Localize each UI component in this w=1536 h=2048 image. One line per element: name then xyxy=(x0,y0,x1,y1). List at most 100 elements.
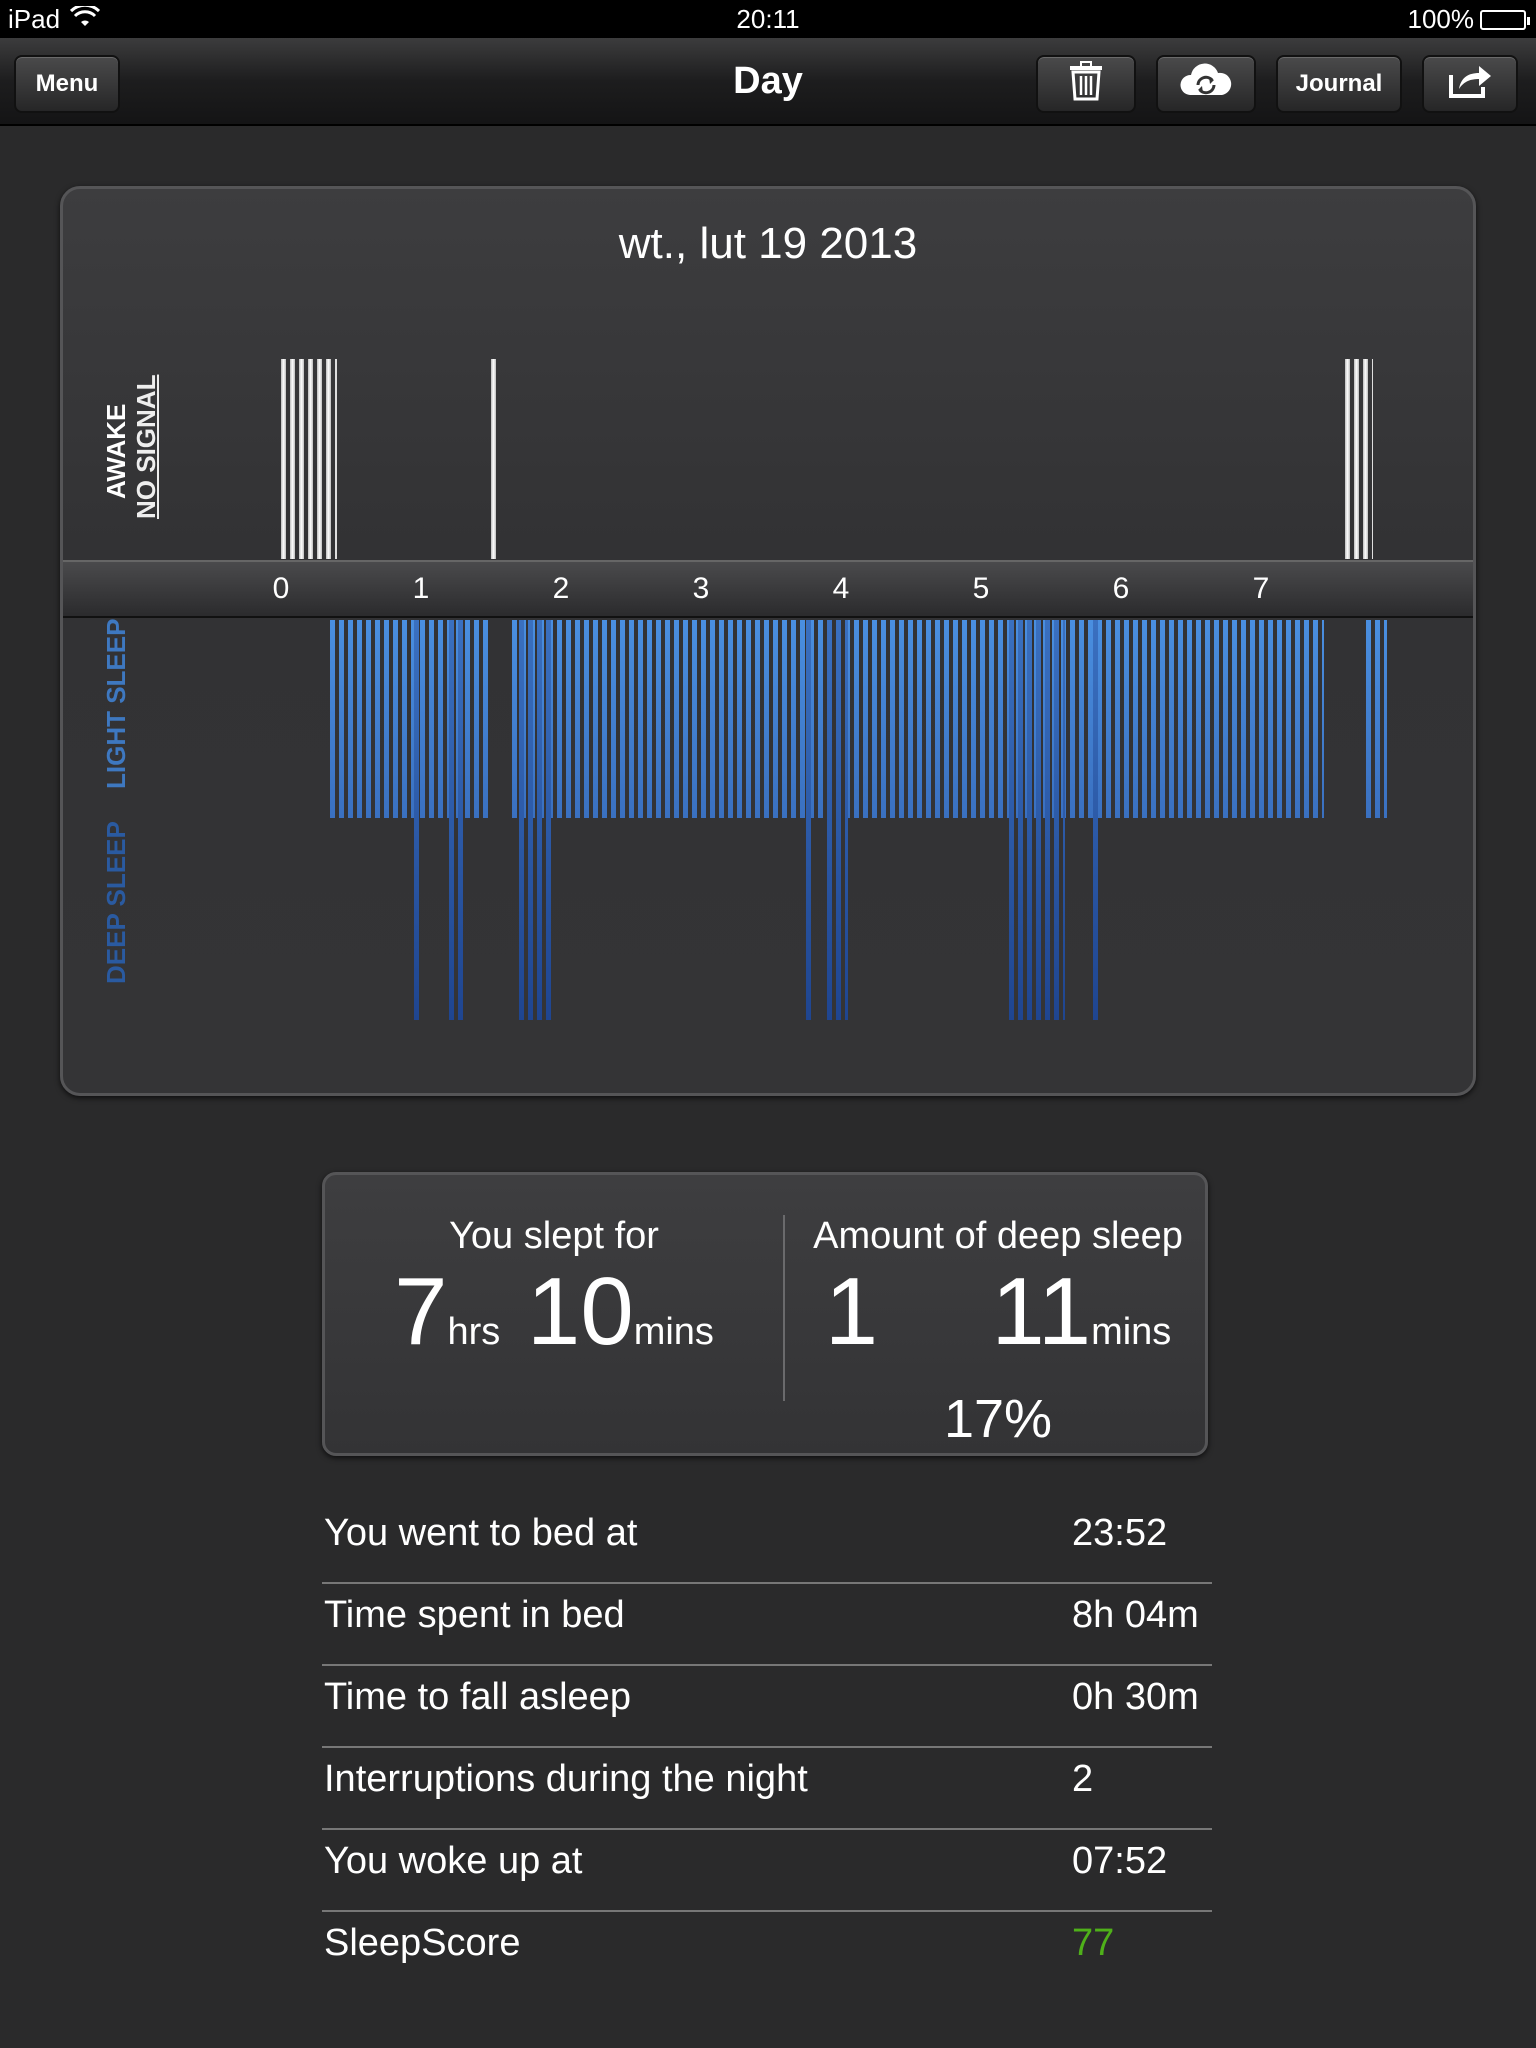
light-sleep-bar xyxy=(465,620,470,818)
tick-label: 3 xyxy=(692,572,710,605)
stat-value: 2 xyxy=(1072,1758,1094,1800)
list-item: Interruptions during the night 2 xyxy=(322,1748,1212,1830)
light-sleep-bar xyxy=(1124,620,1129,818)
light-sleep-bar xyxy=(375,620,380,818)
light-sleep-bar xyxy=(348,620,353,818)
list-item: Time spent in bed 8h 04m xyxy=(322,1584,1212,1666)
light-sleep-bar xyxy=(944,620,949,818)
share-button[interactable] xyxy=(1422,55,1518,113)
light-sleep-bar xyxy=(557,620,562,818)
light-sleep-bar xyxy=(593,620,598,818)
awake-bar xyxy=(1372,359,1373,559)
hrs-unit: hrs xyxy=(447,1311,501,1353)
light-sleep-bar xyxy=(1097,620,1102,818)
light-sleep-bar xyxy=(512,620,517,818)
menu-button[interactable]: Menu xyxy=(14,55,120,113)
mins-unit: mins xyxy=(633,1311,714,1353)
deep-sleep-bar xyxy=(528,620,533,1020)
share-icon xyxy=(1447,63,1493,106)
light-sleep-bar xyxy=(692,620,697,818)
light-sleep-bar xyxy=(575,620,580,818)
light-sleep-bar xyxy=(818,620,823,818)
deep-sleep-bar xyxy=(546,620,551,1020)
awake-bar xyxy=(308,359,313,559)
awake-bar xyxy=(299,359,304,559)
light-sleep-bar xyxy=(773,620,778,818)
light-sleep-bar xyxy=(1375,620,1380,818)
light-sleep-bar xyxy=(584,620,589,818)
time-axis: 0 1 2 3 4 5 6 7 xyxy=(63,560,1473,618)
light-sleep-bar xyxy=(962,620,967,818)
deep-sleep-bar xyxy=(1063,620,1065,1020)
light-sleep-bar xyxy=(1286,620,1291,818)
light-sleep-bar xyxy=(393,620,398,818)
tick-label: 7 xyxy=(1252,572,1270,605)
light-sleep-bar xyxy=(1304,620,1309,818)
light-sleep-bar xyxy=(1223,620,1228,818)
light-sleep-bar xyxy=(1169,620,1174,818)
stat-value: 0h 30m xyxy=(1072,1676,1199,1718)
deep-sleep-bar xyxy=(1036,620,1041,1020)
sync-button[interactable] xyxy=(1156,55,1256,113)
deep-sleep-bar xyxy=(449,620,454,1020)
light-sleep-bar xyxy=(1079,620,1084,818)
stat-label: You went to bed at xyxy=(324,1512,638,1554)
light-sleep-bar xyxy=(438,620,443,818)
list-item: You went to bed at 23:52 xyxy=(322,1502,1212,1584)
sleep-bars xyxy=(63,189,1473,1093)
light-sleep-bar xyxy=(1178,620,1183,818)
deep-sleep-bar xyxy=(1018,620,1023,1020)
light-sleep-bar xyxy=(611,620,616,818)
awake-bar xyxy=(1345,359,1350,559)
awake-bar xyxy=(1363,359,1368,559)
deep-title: Amount of deep sleep xyxy=(813,1215,1183,1257)
light-sleep-bar xyxy=(1196,620,1201,818)
journal-button[interactable]: Journal xyxy=(1276,55,1402,113)
awake-bar xyxy=(1354,359,1359,559)
battery-icon xyxy=(1480,9,1530,30)
deep-sleep-bar xyxy=(1009,620,1014,1020)
tick-label: 4 xyxy=(832,572,850,605)
deep-sleep-bar xyxy=(458,620,463,1020)
awake-bar xyxy=(326,359,331,559)
light-sleep-bar xyxy=(1070,620,1075,818)
light-sleep-bar xyxy=(1214,620,1219,818)
sleep-stats-list: You went to bed at 23:52 Time spent in b… xyxy=(322,1502,1212,1994)
light-sleep-bar xyxy=(1133,620,1138,818)
light-sleep-bar xyxy=(483,620,488,818)
deep-percent: 17% xyxy=(943,1389,1053,1449)
deep-sleep-bar xyxy=(1027,620,1032,1020)
light-sleep-bar xyxy=(764,620,769,818)
list-item: SleepScore 77 xyxy=(322,1912,1212,1994)
stat-value: 8h 04m xyxy=(1072,1594,1199,1636)
deep-sleep-bar xyxy=(1045,620,1050,1020)
light-sleep-bar xyxy=(980,620,985,818)
light-sleep-bar xyxy=(1187,620,1192,818)
light-sleep-bar xyxy=(602,620,607,818)
light-sleep-bar xyxy=(339,620,344,818)
light-sleep-bar xyxy=(1142,620,1147,818)
tick-label: 2 xyxy=(552,572,570,605)
light-sleep-bar xyxy=(1268,620,1273,818)
light-sleep-bar xyxy=(998,620,1003,818)
deep-sleep-bar xyxy=(806,620,811,1020)
trash-icon xyxy=(1068,60,1104,108)
light-sleep-bar xyxy=(1088,620,1093,818)
tick-label: 0 xyxy=(272,572,290,605)
light-sleep-bar xyxy=(474,620,479,818)
delete-button[interactable] xyxy=(1036,55,1136,113)
light-sleep-bar xyxy=(629,620,634,818)
light-sleep-bar xyxy=(1115,620,1120,818)
light-sleep-bar xyxy=(420,620,425,818)
graph-date: wt., lut 19 2013 xyxy=(618,219,918,268)
stat-label: Time to fall asleep xyxy=(324,1676,631,1718)
slept-hours: 7 xyxy=(394,1258,448,1365)
light-sleep-bar xyxy=(674,620,679,818)
light-sleep-bar xyxy=(791,620,796,818)
light-sleep-bar xyxy=(782,620,787,818)
light-sleep-bar xyxy=(1160,620,1165,818)
light-sleep-bar xyxy=(1322,620,1324,818)
light-sleep-bar xyxy=(1259,620,1264,818)
light-sleep-bar xyxy=(357,620,362,818)
slept-summary: You slept for 7hrs 10mins xyxy=(325,1215,783,1382)
